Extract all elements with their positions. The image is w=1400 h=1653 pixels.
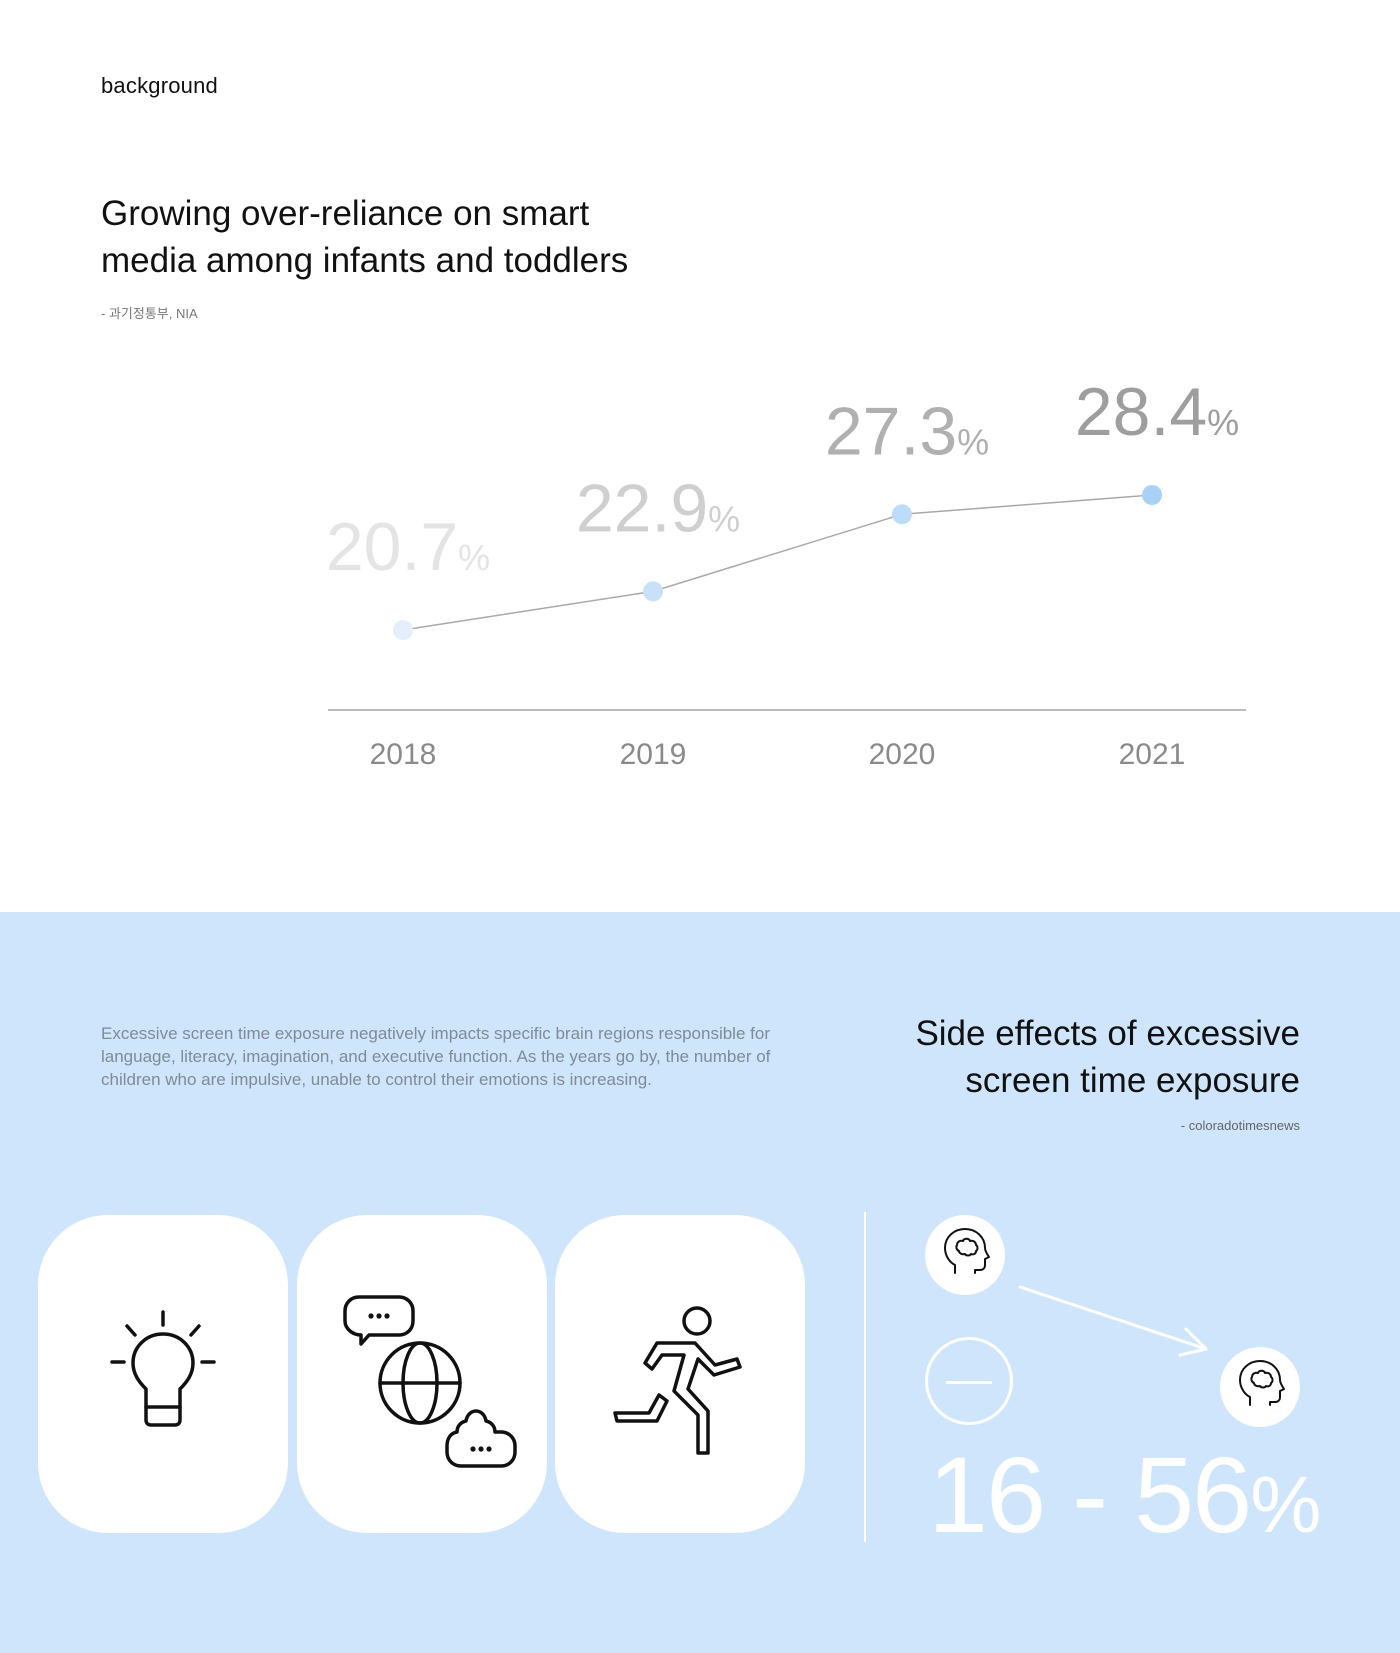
page-title-line-2: media among infants and toddlers (101, 241, 629, 280)
source-citation: - 과기정통부, NIA (101, 306, 198, 321)
language-card (297, 1215, 547, 1533)
impact-statistic: 16 - 56% (928, 1440, 1321, 1560)
data-label: 20.7% (326, 509, 490, 585)
side-effects-title-line-2: screen time exposure (965, 1061, 1300, 1100)
arrow-icon (1018, 1285, 1208, 1357)
data-point (393, 620, 413, 640)
side-effects-title: Side effects of excessive screen time ex… (780, 1010, 1300, 1104)
side-effects-title-line-1: Side effects of excessive (915, 1014, 1300, 1053)
page-title: Growing over-reliance on smart media amo… (101, 190, 721, 284)
section-label: background (101, 73, 218, 98)
section-divider (864, 1212, 866, 1542)
x-tick-label: 2019 (620, 738, 687, 771)
impact-statistic-value: 16 - 56 (928, 1434, 1252, 1555)
impact-statistic-unit: % (1250, 1460, 1321, 1549)
running-person-icon (613, 1306, 742, 1455)
x-tick-label: 2018 (370, 738, 437, 771)
side-effects-section: Excessive screen time exposure negativel… (0, 912, 1400, 1653)
data-point (1142, 485, 1162, 505)
data-point (643, 581, 663, 602)
globe-chat-icon (343, 1295, 517, 1468)
lightbulb-icon (110, 1310, 216, 1427)
brain-head-icon (1220, 1347, 1300, 1427)
data-point (892, 504, 912, 525)
impulsivity-card (555, 1215, 805, 1533)
side-effects-description: Excessive screen time exposure negativel… (101, 1024, 771, 1089)
series-line (402, 494, 1153, 631)
x-tick-label: 2021 (1119, 738, 1186, 771)
line-chart: 20.7% 2018 22.9% 2019 27.3% 2020 28.4% 2021 (326, 374, 1246, 771)
page-title-line-1: Growing over-reliance on smart (101, 194, 590, 233)
data-label: 22.9% (576, 470, 740, 546)
side-effects-source: - coloradotimesnews (1180, 1118, 1300, 1133)
data-label: 28.4% (1075, 374, 1239, 450)
x-tick-label: 2020 (869, 738, 936, 771)
imagination-card (38, 1215, 288, 1533)
brain-head-icon (925, 1215, 1005, 1295)
data-label: 27.3% (825, 393, 989, 469)
minus-icon (925, 1337, 1013, 1425)
